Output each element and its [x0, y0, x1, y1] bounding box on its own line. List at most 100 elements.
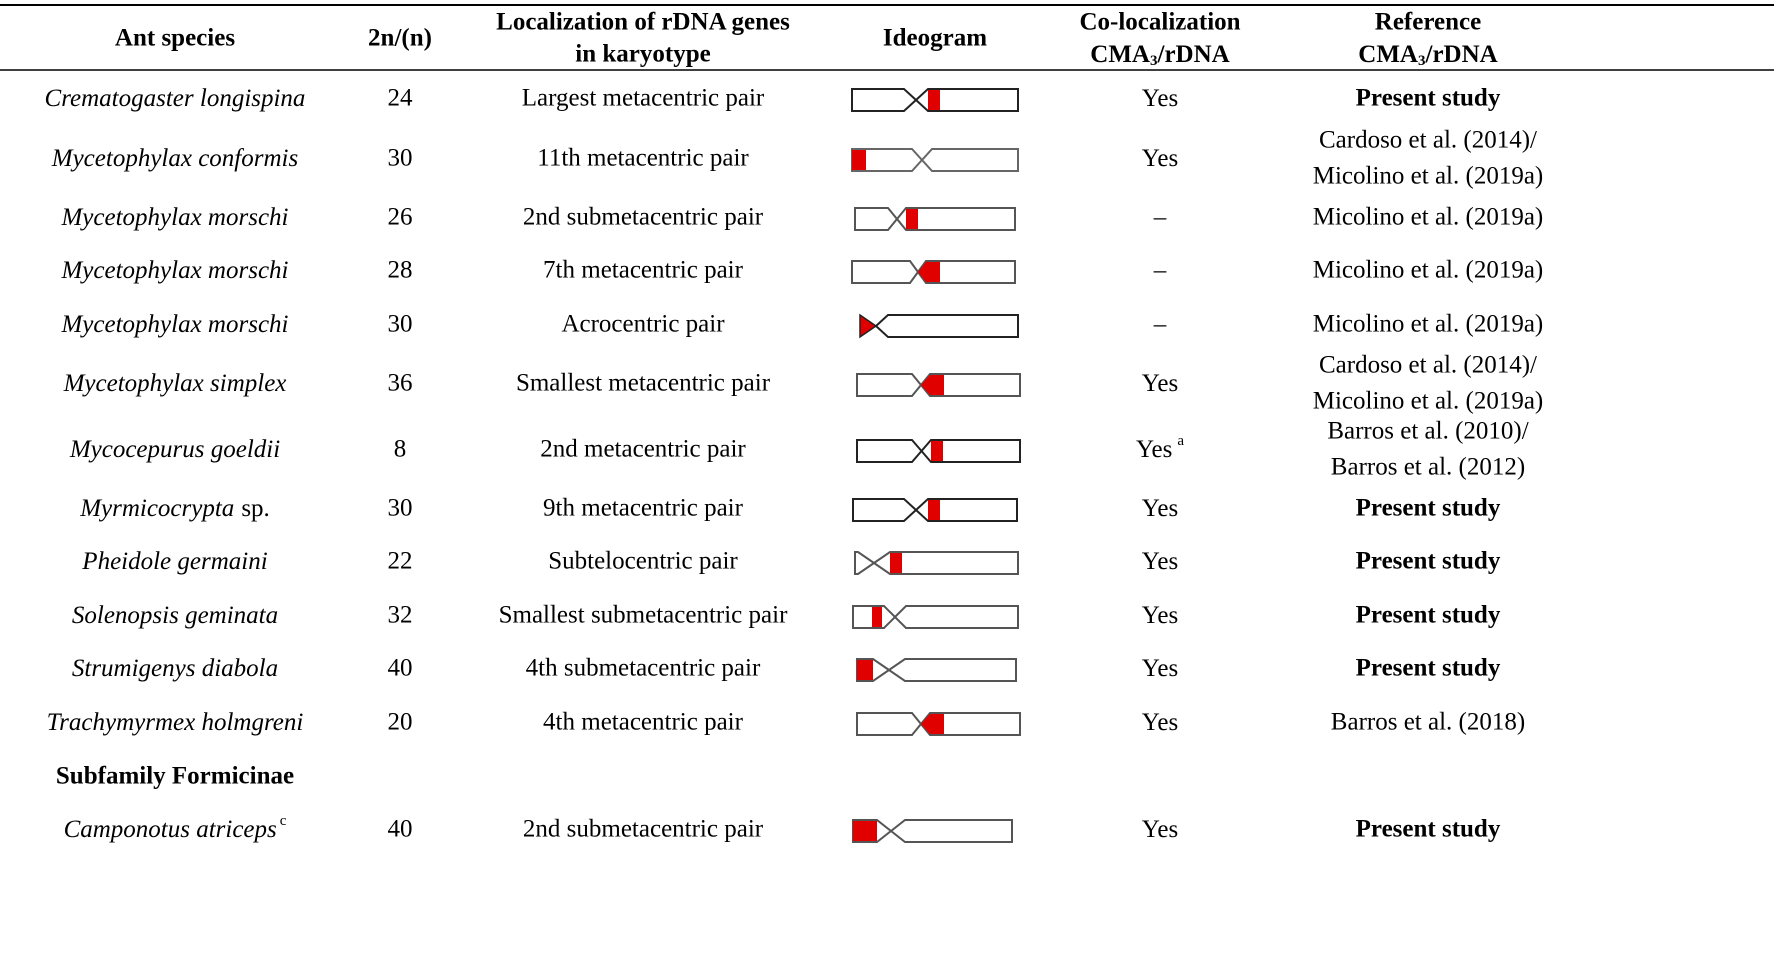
localization: 2nd submetacentric pair	[523, 204, 764, 231]
species-cell: Mycetophylax conformis	[51, 145, 298, 172]
ideogram-outline	[851, 148, 1019, 172]
chromosome-number: 40	[388, 655, 413, 682]
ideogram-outline	[856, 712, 1021, 736]
species-cell: Camponotus atriceps c	[64, 813, 287, 842]
localization: Subtelocentric pair	[548, 548, 738, 575]
text: Yes	[1142, 370, 1178, 397]
table-row: Crematogaster longispina 24 Largest metace…	[45, 85, 1501, 112]
table-row: Trachymyrmex holmgreni 20 4th metacentric …	[47, 709, 1525, 736]
species-name: Mycetophylax morschi	[60, 311, 288, 338]
text: /rDNA	[1157, 41, 1230, 68]
subscript: 3	[1150, 53, 1158, 69]
text: Yes	[1142, 495, 1178, 522]
localization: 7th metacentric pair	[543, 257, 744, 284]
text: Yes	[1142, 145, 1178, 172]
colocalization: –	[1153, 204, 1167, 231]
header-cell: Ideogram	[883, 25, 987, 52]
reference: Present study	[1356, 85, 1501, 112]
colocalization: Yes	[1142, 370, 1178, 397]
ideogram-outline	[851, 260, 1016, 284]
footnote-mark: c	[280, 813, 287, 829]
species-cell: Mycetophylax morschi	[60, 311, 288, 338]
table-row: Strumigenys diabola 40 4th submetacentric …	[72, 655, 1501, 682]
table-row: Solenopsis geminata 32 Smallest submetacen…	[72, 602, 1501, 629]
section-label: Subfamily Formicinae	[56, 763, 294, 790]
species-name: Mycetophylax simplex	[63, 370, 287, 397]
species-cell: Pheidole germaini	[81, 548, 267, 575]
table-row: Subfamily Formicinae	[56, 763, 294, 790]
table-row: Myrmicocrypta sp. 30 9th metacentric pair Ye…	[79, 495, 1501, 522]
ideogram-outline	[856, 658, 1017, 682]
ideogram-outline	[856, 373, 1021, 397]
reference: Present study	[1356, 602, 1501, 629]
species-cell: Trachymyrmex holmgreni	[47, 709, 304, 736]
chromosome-number: 8	[394, 436, 407, 463]
chromosome-number: 26	[388, 204, 413, 231]
species-name: Pheidole germaini	[81, 548, 267, 575]
text: Yes	[1142, 816, 1178, 843]
ideogram-band	[852, 150, 866, 170]
ideogram-band	[859, 313, 878, 339]
chromosome-number: 24	[388, 85, 414, 112]
localization: 4th submetacentric pair	[526, 655, 761, 682]
chromosome-number: 32	[388, 602, 413, 629]
ideogram-outline	[851, 88, 1019, 112]
table-row: Mycetophylax morschi 28 7th metacentric pa…	[60, 257, 1543, 284]
text: –	[1153, 204, 1167, 231]
colocalization: Yes	[1142, 602, 1178, 629]
text: Yes	[1142, 655, 1178, 682]
reference: Micolino et al. (2019a)	[1313, 204, 1544, 231]
text: –	[1153, 311, 1167, 338]
ideogram-band	[872, 607, 882, 627]
header-cell: in karyotype	[575, 41, 710, 68]
text: /rDNA	[1425, 41, 1498, 68]
ideogram-band	[921, 714, 944, 734]
header-cell: CMA3/rDNA	[1090, 41, 1229, 70]
chromosome-number: 20	[388, 709, 413, 736]
header-cell: Co-localization	[1079, 9, 1240, 36]
table-row: Pheidole germaini 22 Subtelocentric pair Ye…	[81, 548, 1501, 575]
localization: Largest metacentric pair	[522, 85, 765, 112]
text: Yes	[1142, 85, 1178, 112]
ideogram-band	[928, 90, 940, 110]
colocalization: Yes	[1142, 85, 1178, 112]
table-row: Mycetophylax morschi 26 2nd submetacentric…	[60, 204, 1543, 231]
ideogram-outline	[852, 498, 1018, 522]
localization: Smallest metacentric pair	[516, 370, 771, 397]
localization: 9th metacentric pair	[543, 495, 744, 522]
localization: Acrocentric pair	[561, 311, 725, 338]
table-row: Camponotus atriceps c 40 2nd submetacentric…	[64, 813, 1501, 843]
localization: 2nd metacentric pair	[540, 436, 746, 463]
reference: Present study	[1356, 655, 1501, 682]
ideogram-outline	[856, 439, 1021, 463]
colocalization: Yes	[1142, 145, 1178, 172]
ideogram-band	[928, 500, 940, 520]
species-name: Camponotus atriceps	[64, 816, 277, 843]
reference: Cardoso et al. (2014)/	[1319, 352, 1537, 379]
colocalization: –	[1153, 311, 1167, 338]
species-name: Mycetophylax morschi	[60, 204, 288, 231]
species-cell: Myrmicocrypta sp.	[79, 495, 270, 522]
reference: Barros et al. (2018)	[1331, 709, 1525, 736]
ideogram-band	[890, 553, 902, 573]
species-name: Mycetophylax conformis	[51, 145, 298, 172]
species-cell: Mycetophylax morschi	[60, 257, 288, 284]
reference: Micolino et al. (2019a)	[1313, 163, 1544, 190]
chromosome-number: 30	[388, 495, 413, 522]
header-cell: Ant species	[115, 25, 235, 52]
reference: Cardoso et al. (2014)/	[1319, 127, 1537, 154]
table-row: Mycocepurus goeldii 8 2nd metacentric pair…	[69, 418, 1529, 481]
species-cell: Strumigenys diabola	[72, 655, 278, 682]
ideogram-band	[853, 821, 877, 841]
ideogram-band	[906, 209, 918, 229]
species-name: Crematogaster longispina	[45, 85, 306, 112]
ideogram-band	[918, 262, 940, 282]
ideogram-outline	[852, 819, 1013, 843]
table-row: Mycetophylax conformis 30 11th metacentric…	[51, 127, 1543, 190]
subscript: 3	[1418, 53, 1426, 69]
text: CMA	[1090, 41, 1150, 68]
header-cell: Reference	[1375, 9, 1481, 36]
ideogram-outline	[854, 207, 1016, 231]
colocalization: Yes	[1142, 709, 1178, 736]
chromosome-number: 30	[388, 145, 413, 172]
